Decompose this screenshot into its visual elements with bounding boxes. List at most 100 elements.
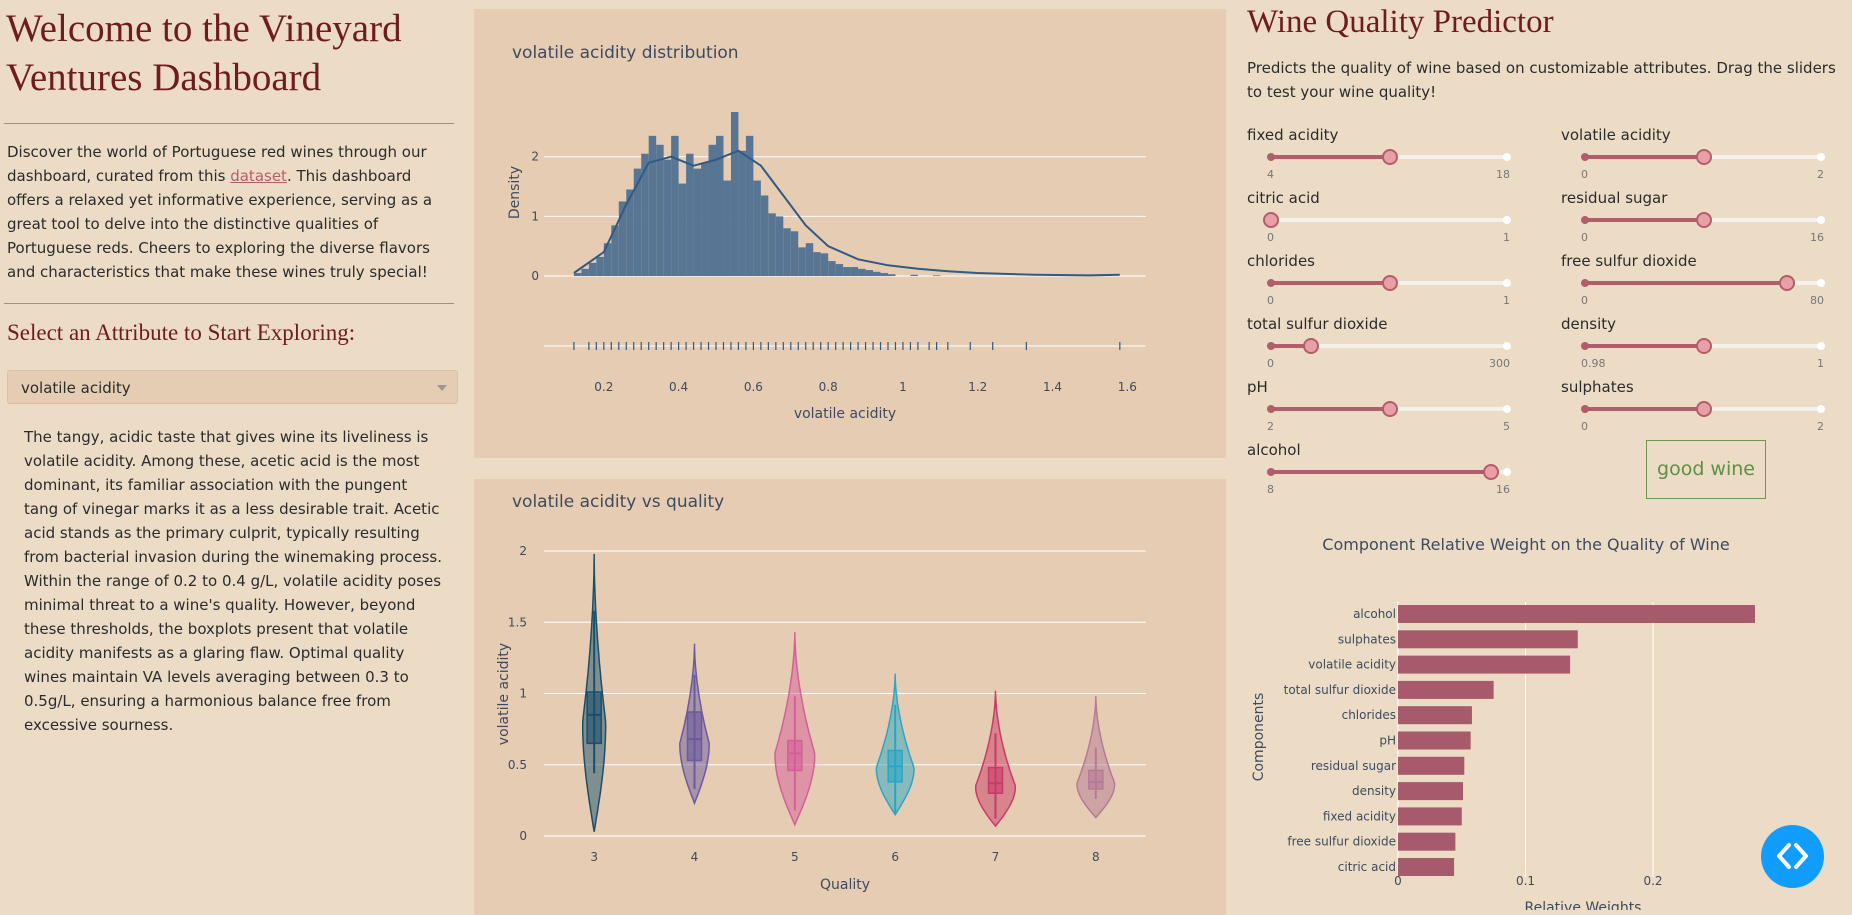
slider-total-sulfur-dioxide[interactable]: total sulfur dioxide 0 300 — [1240, 315, 1511, 377]
slider-max-dot — [1817, 153, 1825, 161]
distribution-panel: volatile acidity distribution 0 1 2 0.2 0.4 0… — [474, 9, 1226, 458]
page-title: Welcome to the Vineyard Ventures Dashboa… — [6, 7, 402, 99]
y-tick-label: alcohol — [1353, 607, 1396, 621]
x-tick-label: 0 — [1394, 874, 1402, 888]
slider-max-label: 2 — [1817, 168, 1824, 181]
slider-rail[interactable] — [1581, 401, 1825, 417]
slider-max-dot — [1503, 468, 1511, 476]
y-tick-label: fixed acidity — [1323, 809, 1396, 823]
y-tick-label: 0.5 — [508, 758, 527, 772]
intro-part: Discover the world of Portuguese red win… — [7, 143, 427, 185]
slider-label: volatile acidity — [1561, 126, 1671, 144]
weights-chart[interactable]: Component Relative Weight on the Quality… — [1240, 530, 1852, 910]
violin-title: volatile acidity vs quality — [512, 492, 725, 512]
slider-volatile-acidity[interactable]: volatile acidity 0 2 — [1554, 126, 1825, 188]
slider-handle[interactable] — [1696, 149, 1712, 165]
slider-handle[interactable] — [1382, 149, 1398, 165]
histogram-bar — [850, 267, 859, 276]
slider-fill — [1584, 281, 1787, 285]
slider-handle[interactable] — [1302, 338, 1319, 354]
slider-min-dot — [1267, 468, 1275, 476]
slider-handle[interactable] — [1382, 401, 1398, 417]
slider-min-dot — [1581, 405, 1589, 413]
slider-max-label: 18 — [1496, 168, 1510, 181]
left-column: Welcome to the Vineyard Ventures Dashboa… — [0, 0, 460, 915]
slider-rail[interactable] — [1267, 401, 1511, 417]
slider-rail[interactable] — [1581, 338, 1825, 354]
histogram-bar — [618, 201, 627, 276]
slider-fixed-acidity[interactable]: fixed acidity 4 18 — [1240, 126, 1511, 188]
slider-rail[interactable] — [1581, 149, 1825, 165]
slider-max-dot — [1817, 342, 1825, 350]
slider-handle[interactable] — [1696, 401, 1712, 417]
slider-label: residual sugar — [1561, 189, 1668, 207]
histogram-bar — [648, 135, 657, 276]
dataset-link[interactable]: dataset — [230, 167, 287, 185]
slider-rail[interactable] — [1267, 464, 1511, 480]
slider-rail[interactable] — [1581, 212, 1825, 228]
slider-handle[interactable] — [1382, 275, 1398, 291]
x-axis-label: Quality — [820, 877, 870, 893]
x-tick-label: 1.4 — [1043, 380, 1062, 394]
weight-bar — [1398, 858, 1455, 876]
x-tick-label: 1 — [899, 380, 907, 394]
slider-max-dot — [1503, 216, 1511, 224]
attribute-dropdown[interactable]: volatile acidity — [7, 370, 458, 404]
slider-residual-sugar[interactable]: residual sugar 0 16 — [1554, 189, 1825, 251]
divider — [4, 123, 454, 124]
x-axis-label: volatile acidity — [794, 406, 896, 422]
slider-rail[interactable] — [1267, 149, 1511, 165]
histogram-bar — [910, 274, 918, 276]
violin-chart[interactable]: 0 0.5 1 1.5 2 3 4 5 6 7 8 Quality volatile acidity — [474, 479, 1226, 915]
x-tick-label: 8 — [1092, 850, 1100, 864]
slider-alcohol[interactable]: alcohol 8 16 — [1240, 441, 1511, 503]
histogram-bar — [768, 213, 776, 276]
slider-label: sulphates — [1561, 378, 1634, 396]
slider-fill — [1270, 470, 1491, 474]
slider-fill — [1584, 155, 1703, 159]
slider-sulphates[interactable]: sulphates 0 2 — [1554, 378, 1825, 440]
histogram-bar — [873, 271, 881, 276]
slider-handle[interactable] — [1483, 464, 1500, 480]
slider-rail[interactable] — [1263, 212, 1511, 228]
slider-handle[interactable] — [1779, 275, 1796, 291]
slider-min-label: 0 — [1581, 420, 1588, 433]
slider-min-label: 2 — [1267, 420, 1274, 433]
x-tick-label: 7 — [992, 850, 1000, 864]
histogram-bar — [641, 153, 649, 276]
slider-handle[interactable] — [1263, 212, 1279, 228]
slider-max-dot — [1503, 279, 1511, 287]
slider-free-sulfur-dioxide[interactable]: free sulfur dioxide 0 80 — [1554, 252, 1825, 314]
x-tick-label: 4 — [691, 850, 699, 864]
slider-citric-acid[interactable]: citric acid 0 1 — [1240, 189, 1511, 251]
slider-pH[interactable]: pH 2 5 — [1240, 378, 1511, 440]
slider-max-dot — [1817, 405, 1825, 413]
slider-density[interactable]: density 0.98 1 — [1554, 315, 1825, 377]
slider-chlorides[interactable]: chlorides 0 1 — [1240, 252, 1511, 314]
slider-min-label: 0.98 — [1581, 357, 1606, 370]
slider-min-label: 0 — [1267, 294, 1274, 307]
histogram-bar — [835, 264, 844, 276]
y-axis-label: Density — [507, 166, 523, 219]
histogram-bar — [596, 256, 604, 276]
slider-handle[interactable] — [1696, 338, 1712, 354]
histogram-bar — [730, 111, 739, 276]
slider-rail[interactable] — [1581, 275, 1825, 291]
slider-min-label: 0 — [1581, 168, 1588, 181]
slider-fill — [1584, 407, 1703, 411]
dev-tools-button[interactable] — [1761, 825, 1824, 888]
chevron-down-icon[interactable] — [437, 385, 447, 391]
slider-label: fixed acidity — [1247, 126, 1339, 144]
histogram-bar — [693, 168, 702, 276]
slider-rail[interactable] — [1267, 275, 1511, 291]
y-tick-label: chlorides — [1342, 708, 1396, 722]
x-tick-label: 1.2 — [968, 380, 987, 394]
slider-handle[interactable] — [1696, 212, 1712, 228]
predictor-title: Wine Quality Predictor — [1247, 4, 1554, 40]
slider-fill — [1270, 407, 1389, 411]
predictor-section: Wine Quality Predictor Predicts the qual… — [1240, 0, 1852, 915]
y-tick-label: 2 — [531, 150, 539, 164]
divider — [4, 303, 454, 304]
slider-rail[interactable] — [1267, 338, 1511, 354]
